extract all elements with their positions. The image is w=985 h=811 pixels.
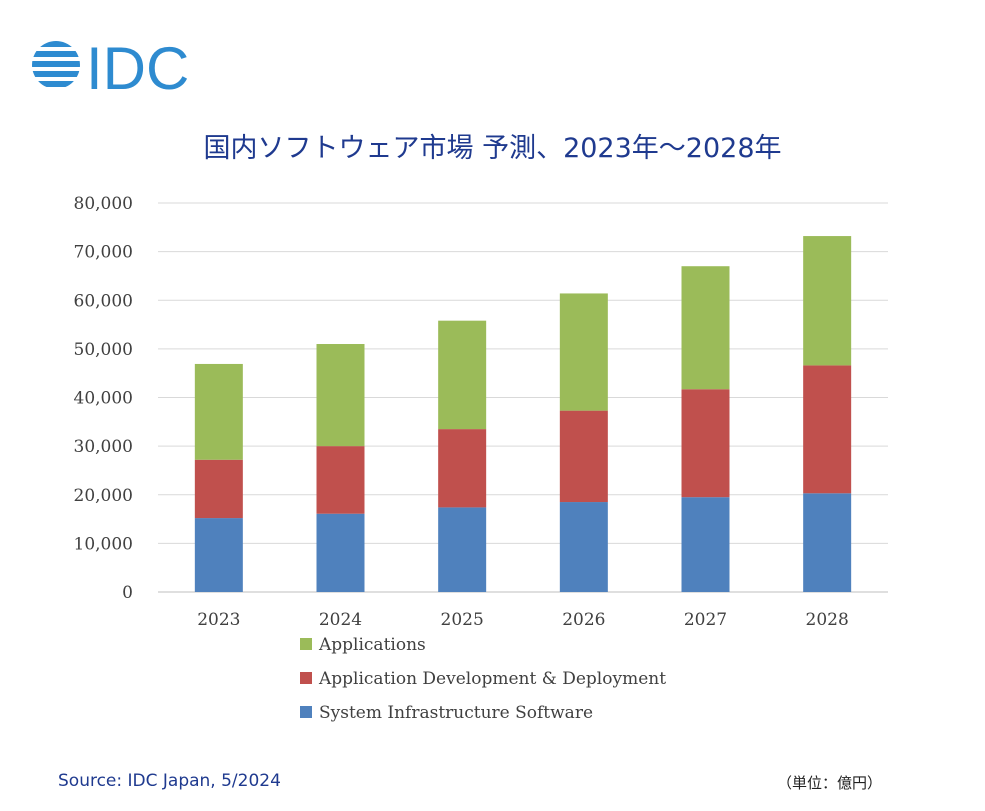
y-tick-label: 50,000 xyxy=(74,340,133,360)
legend-label: Application Development & Deployment xyxy=(318,669,666,689)
legend-swatch xyxy=(300,706,312,718)
legend-label: Applications xyxy=(318,635,426,655)
logo-text: IDC xyxy=(86,35,189,98)
legend-label: System Infrastructure Software xyxy=(319,703,593,723)
y-tick-label: 20,000 xyxy=(74,486,133,506)
unit-note: （単位：億円） xyxy=(776,774,882,792)
bar-segment xyxy=(438,507,487,592)
x-tick-label: 2024 xyxy=(319,610,362,630)
y-tick-label: 60,000 xyxy=(74,291,133,311)
y-tick-label: 0 xyxy=(122,583,133,603)
y-tick-label: 30,000 xyxy=(74,437,133,457)
x-tick-label: 2027 xyxy=(684,610,727,630)
x-tick-label: 2023 xyxy=(197,610,240,630)
bar-segment xyxy=(559,293,608,411)
bar-segment xyxy=(194,363,243,460)
bar-segment xyxy=(803,493,852,592)
bar-segment xyxy=(559,410,608,503)
chart-title: 国内ソフトウェア市場 予測、2023年～2028年 xyxy=(203,133,782,164)
y-tick-label: 80,000 xyxy=(74,194,133,214)
legend-swatch xyxy=(300,672,312,684)
source-note: Source: IDC Japan, 5/2024 xyxy=(58,771,281,791)
bar-segment xyxy=(316,344,365,447)
bar-segment xyxy=(194,518,243,592)
x-tick-label: 2026 xyxy=(562,610,605,630)
globe-icon xyxy=(32,41,80,87)
y-tick-label: 40,000 xyxy=(74,389,133,409)
bar-segment xyxy=(316,513,365,592)
bar-segment xyxy=(681,389,730,498)
bar-segment xyxy=(438,320,487,430)
x-tick-label: 2028 xyxy=(806,610,849,630)
bar-segment xyxy=(316,446,365,514)
bar-segment xyxy=(681,497,730,592)
bar-segment xyxy=(438,429,487,508)
bar-segment xyxy=(559,502,608,592)
x-tick-label: 2025 xyxy=(441,610,484,630)
bar-segment xyxy=(803,236,852,366)
bar-segment xyxy=(194,459,243,519)
y-tick-label: 10,000 xyxy=(74,534,133,554)
bar-segment xyxy=(803,365,852,494)
legend-swatch xyxy=(300,638,312,650)
y-tick-label: 70,000 xyxy=(74,243,133,263)
idc-logo: IDC xyxy=(32,35,189,98)
bar-segment xyxy=(681,266,730,390)
